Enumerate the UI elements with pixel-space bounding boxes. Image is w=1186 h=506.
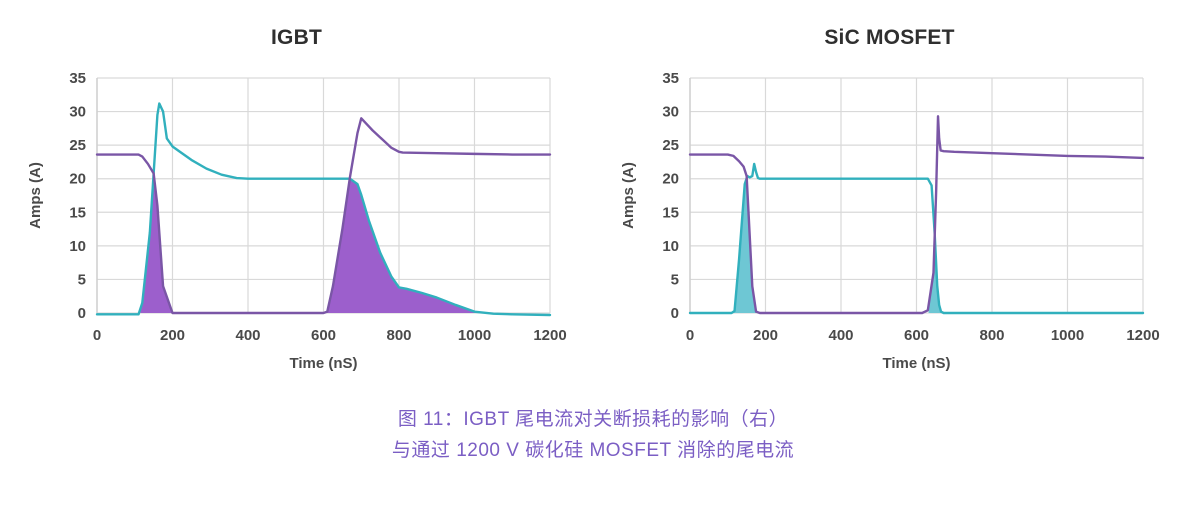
- x-tick-label: 200: [753, 327, 778, 344]
- y-axis-title: Amps (A): [620, 162, 637, 229]
- series-line-0: [95, 102, 552, 317]
- x-tick-label: 0: [93, 327, 101, 344]
- y-tick-label: 25: [662, 137, 679, 154]
- chart-panel-igbt: IGBT 0 5 10 15 20 25 30 35 0 200 400 600 800 1000 1200…: [0, 0, 593, 396]
- figure-caption: 图 11：IGBT 尾电流对关断损耗的影响（右） 与通过 1200 V 碳化硅 …: [0, 404, 1186, 466]
- y-tick-label: 10: [69, 238, 86, 255]
- x-tick-label: 1200: [1126, 327, 1159, 344]
- x-tick-label: 600: [904, 327, 929, 344]
- y-tick-label: 5: [78, 271, 86, 288]
- chart-title-sic-mosfet: SiC MOSFET: [824, 26, 955, 49]
- shaded-region-turn-on-loss: [732, 178, 759, 313]
- y-tick-label: 15: [662, 204, 679, 221]
- y-tick-label: 35: [69, 70, 86, 87]
- y-tick-label: 0: [671, 305, 679, 322]
- y-tick-label: 35: [662, 70, 679, 87]
- y-tick-label: 20: [662, 171, 679, 188]
- y-axis-title: Amps (A): [27, 162, 44, 229]
- y-tick-label: 0: [78, 305, 86, 322]
- y-tick-label: 20: [69, 171, 86, 188]
- x-axis-title: Time (nS): [882, 355, 950, 372]
- series-line-1: [95, 117, 552, 315]
- charts-row: IGBT 0 5 10 15 20 25 30 35 0 200 400 600 800 1000 1200…: [0, 0, 1186, 396]
- shaded-region-turn-off-loss-tail: [325, 178, 479, 313]
- x-tick-label: 1000: [1051, 327, 1084, 344]
- figure-caption-line-2: 与通过 1200 V 碳化硅 MOSFET 消除的尾电流: [391, 440, 795, 461]
- y-tick-label: 10: [662, 238, 679, 255]
- x-tick-label: 600: [311, 327, 336, 344]
- figure-caption-line-1: 图 11：IGBT 尾电流对关断损耗的影响（右）: [397, 409, 789, 430]
- y-tick-label: 25: [69, 137, 86, 154]
- x-tick-label: 0: [686, 327, 694, 344]
- x-tick-label: 1000: [458, 327, 491, 344]
- series-line-0: [688, 162, 1145, 315]
- y-tick-label: 30: [69, 104, 86, 121]
- series-line-1: [688, 115, 1145, 315]
- chart-panel-sic-mosfet: SiC MOSFET 0 5 10 15 20 25 30 35 0 200 400 600 800 10…: [593, 0, 1186, 396]
- y-tick-label: 5: [671, 271, 679, 288]
- x-tick-label: 800: [386, 327, 411, 344]
- x-tick-label: 800: [979, 327, 1004, 344]
- chart-title-igbt: IGBT: [271, 26, 322, 49]
- chart-svg-igbt: 0 5 10 15 20 25 30 35 0 200 400 600 800 1000 1200 Time …: [27, 70, 567, 372]
- y-tick-label: 30: [662, 104, 679, 121]
- shaded-region-turn-on-loss: [140, 176, 175, 313]
- x-tick-label: 1200: [533, 327, 566, 344]
- x-tick-label: 200: [160, 327, 185, 344]
- x-tick-label: 400: [235, 327, 260, 344]
- y-tick-label: 15: [69, 204, 86, 221]
- x-tick-label: 400: [828, 327, 853, 344]
- x-axis-title: Time (nS): [289, 355, 357, 372]
- chart-svg-sic-mosfet: 0 5 10 15 20 25 30 35 0 200 400 600 800 1000 1200 Time …: [620, 70, 1160, 372]
